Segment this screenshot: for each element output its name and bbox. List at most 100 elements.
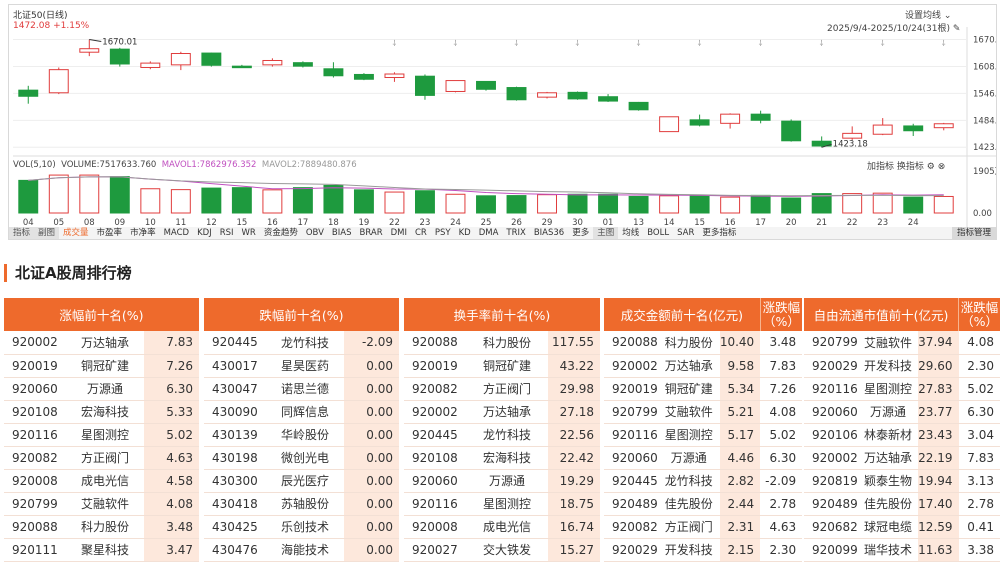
stock-name[interactable]: 万源通 — [66, 377, 144, 401]
stock-name[interactable]: 万达轴承 — [66, 331, 144, 355]
stock-name[interactable]: 颖泰生物 — [857, 469, 919, 493]
switch-indicator-button[interactable]: 换指标 — [896, 162, 924, 172]
stock-name[interactable]: 成电光信 — [66, 469, 144, 493]
pin-icon[interactable]: ✎ — [952, 24, 961, 34]
gear-icon[interactable]: ⚙ — [926, 162, 935, 172]
table-row[interactable]: 920002 万达轴承 27.18 — [404, 400, 600, 424]
stock-code[interactable]: 920116 — [4, 423, 66, 447]
stock-name[interactable]: 聚星科技 — [66, 538, 144, 562]
stock-code[interactable]: 920088 — [4, 515, 66, 539]
stock-code[interactable]: 430139 — [204, 423, 266, 447]
indicator-tab[interactable]: TRIX — [506, 228, 526, 238]
stock-code[interactable]: 920019 — [404, 354, 466, 378]
stock-code[interactable]: 920445 — [204, 331, 266, 355]
table-row[interactable]: 920029 开发科技 29.60 2.30 — [804, 354, 1000, 378]
stock-name[interactable]: 佳先股份 — [657, 492, 720, 516]
stock-name[interactable]: 宏海科技 — [66, 400, 144, 424]
stock-code[interactable]: 920489 — [804, 492, 858, 516]
stock-code[interactable]: 920116 — [804, 377, 858, 401]
table-row[interactable]: 920002 万达轴承 9.58 7.83 — [604, 354, 803, 378]
table-row[interactable]: 920799 艾融软件 4.08 — [4, 492, 199, 516]
stock-name[interactable]: 星图测控 — [857, 377, 919, 401]
table-row[interactable]: 920116 星图测控 5.17 5.02 — [604, 423, 803, 447]
stock-code[interactable]: 920002 — [404, 400, 466, 424]
table-row[interactable]: 430425 乐创技术 0.00 — [204, 515, 399, 539]
stock-name[interactable]: 星昊医药 — [266, 354, 344, 378]
stock-name[interactable]: 佳先股份 — [857, 492, 919, 516]
stock-name[interactable]: 万源通 — [857, 400, 919, 424]
table-row[interactable]: 920445 龙竹科技 22.56 — [404, 423, 600, 447]
stock-name[interactable]: 铜冠矿建 — [657, 377, 720, 401]
stock-name[interactable]: 苏轴股份 — [266, 492, 344, 516]
stock-name[interactable]: 星图测控 — [66, 423, 144, 447]
table-row[interactable]: 920445 龙竹科技 2.82 -2.09 — [604, 469, 803, 493]
table-row[interactable]: 920019 铜冠矿建 5.34 7.26 — [604, 377, 803, 401]
stock-name[interactable]: 交大铁发 — [466, 538, 548, 562]
table-row[interactable]: 430198 微创光电 0.00 — [204, 446, 399, 470]
table-row[interactable]: 430047 诺思兰德 0.00 — [204, 377, 399, 401]
table-row[interactable]: 920088 科力股份 10.40 3.48 — [604, 331, 803, 355]
stock-code[interactable]: 920108 — [404, 446, 466, 470]
indicator-tab[interactable]: SAR — [677, 228, 695, 238]
chart-canvas[interactable]: 1670.01 1608.30 1546.60 1484.89 1423.18 1905万… — [9, 5, 996, 239]
stock-name[interactable]: 瑞华技术 — [857, 538, 919, 562]
stock-code[interactable]: 430198 — [204, 446, 266, 470]
indicator-tab[interactable]: 指标 — [9, 227, 35, 239]
close-icon[interactable]: ⊗ — [937, 162, 946, 172]
stock-code[interactable]: 430425 — [204, 515, 266, 539]
stock-code[interactable]: 920106 — [804, 423, 858, 447]
table-row[interactable]: 920445 龙竹科技 -2.09 — [204, 331, 399, 355]
stock-code[interactable]: 920799 — [604, 400, 658, 424]
stock-code[interactable]: 920108 — [4, 400, 66, 424]
stock-name[interactable]: 龙竹科技 — [266, 331, 344, 355]
table-row[interactable]: 920019 铜冠矿建 43.22 — [404, 354, 600, 378]
table-row[interactable]: 430017 星昊医药 0.00 — [204, 354, 399, 378]
table-row[interactable]: 920002 万达轴承 7.83 — [4, 331, 199, 355]
table-row[interactable]: 920060 万源通 4.46 6.30 — [604, 446, 803, 470]
stock-name[interactable]: 科力股份 — [66, 515, 144, 539]
table-row[interactable]: 920489 佳先股份 2.44 2.78 — [604, 492, 803, 516]
indicator-tab[interactable]: PSY — [434, 228, 451, 238]
indicator-tab[interactable]: BIAS — [331, 228, 352, 238]
indicator-tab[interactable]: DMA — [478, 228, 499, 238]
stock-name[interactable]: 宏海科技 — [466, 446, 548, 470]
stock-code[interactable]: 920799 — [4, 492, 66, 516]
stock-code[interactable]: 920088 — [604, 331, 658, 355]
table-row[interactable]: 430090 同辉信息 0.00 — [204, 400, 399, 424]
indicator-tab[interactable]: BIAS36 — [533, 228, 565, 238]
stock-name[interactable]: 乐创技术 — [266, 515, 344, 539]
stock-code[interactable]: 920060 — [604, 446, 658, 470]
stock-name[interactable]: 方正阀门 — [66, 446, 144, 470]
stock-code[interactable]: 920027 — [404, 538, 466, 562]
stock-code[interactable]: 920029 — [604, 538, 658, 562]
stock-name[interactable]: 同辉信息 — [266, 400, 344, 424]
indicator-tab[interactable]: 更多 — [572, 228, 590, 238]
stock-code[interactable]: 920082 — [604, 515, 658, 539]
table-row[interactable]: 920116 星图测控 18.75 — [404, 492, 600, 516]
table-row[interactable]: 430139 华岭股份 0.00 — [204, 423, 399, 447]
table-row[interactable]: 920008 成电光信 16.74 — [404, 515, 600, 539]
stock-name[interactable]: 方正阀门 — [466, 377, 548, 401]
stock-name[interactable]: 铜冠矿建 — [466, 354, 548, 378]
table-row[interactable]: 920489 佳先股份 17.40 2.78 — [804, 492, 1000, 516]
table-row[interactable]: 920060 万源通 19.29 — [404, 469, 600, 493]
stock-code[interactable]: 920799 — [804, 331, 858, 355]
table-row[interactable]: 920008 成电光信 4.58 — [4, 469, 199, 493]
stock-code[interactable]: 920002 — [4, 331, 66, 355]
table-row[interactable]: 920108 宏海科技 22.42 — [404, 446, 600, 470]
table-row[interactable]: 920002 万达轴承 22.19 7.83 — [804, 446, 1000, 470]
table-row[interactable]: 920099 瑞华技术 11.63 3.38 — [804, 538, 1000, 562]
ma-settings-button[interactable]: 设置均线 ⌄ — [905, 8, 951, 21]
indicator-tab[interactable]: KD — [458, 228, 471, 238]
stock-code[interactable]: 920002 — [804, 446, 858, 470]
stock-code[interactable]: 920060 — [804, 400, 858, 424]
stock-code[interactable]: 920819 — [804, 469, 858, 493]
indicator-tab[interactable]: WR — [241, 228, 256, 238]
stock-name[interactable]: 龙竹科技 — [657, 469, 720, 493]
stock-name[interactable]: 微创光电 — [266, 446, 344, 470]
indicator-tab[interactable]: BOLL — [647, 228, 670, 238]
stock-code[interactable]: 430418 — [204, 492, 266, 516]
stock-code[interactable]: 430017 — [204, 354, 266, 378]
stock-name[interactable]: 华岭股份 — [266, 423, 344, 447]
stock-name[interactable]: 球冠电缆 — [857, 515, 919, 539]
